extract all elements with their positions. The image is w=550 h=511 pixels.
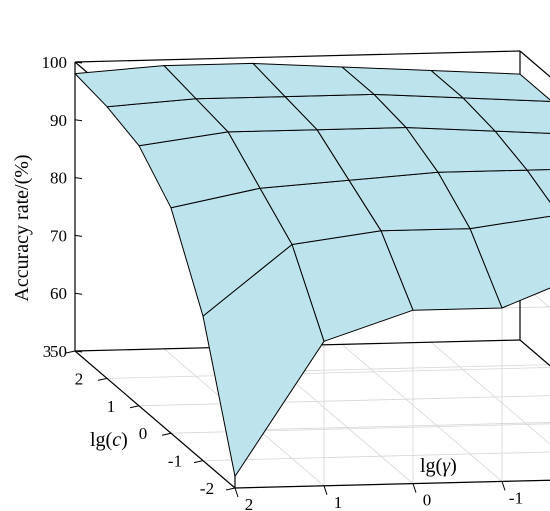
c-axis-label-var: c: [112, 429, 121, 451]
c-axis-label-suffix: ): [121, 429, 128, 451]
z-tick-label: 70: [50, 226, 67, 245]
box-edge: [234, 479, 550, 489]
grid-line: [341, 344, 503, 482]
box-edge: [74, 350, 236, 489]
gamma-tick: [323, 485, 328, 495]
grid-line: [234, 422, 550, 431]
c-tick-label: -2: [200, 479, 214, 498]
surface: [74, 62, 550, 477]
gamma-tick: [501, 481, 506, 491]
grid-line: [430, 341, 550, 445]
c-tick-label: 3: [43, 342, 52, 361]
gamma-tick-label: 2: [245, 495, 254, 511]
c-axis-label-prefix: lg(: [90, 429, 113, 451]
c-tick-label: 2: [75, 369, 84, 388]
box-edge: [74, 50, 521, 63]
z-axis-label: Accuracy rate/(%): [11, 154, 33, 301]
z-tick: [74, 350, 83, 353]
c-tick-label: 1: [107, 397, 116, 416]
gamma-tick-label: -1: [509, 488, 523, 507]
z-tick: [74, 61, 83, 64]
grid-line: [106, 367, 550, 379]
gamma-tick: [234, 487, 239, 498]
z-tick: [74, 119, 83, 122]
surface-face: [74, 65, 197, 108]
c-tick: [161, 432, 172, 436]
c-tick: [225, 487, 236, 491]
c-tick-label: 0: [139, 424, 148, 443]
grid-line: [519, 281, 550, 309]
gamma-axis-label-suffix: ): [450, 455, 457, 477]
gamma-tick-label: 0: [423, 491, 432, 510]
c-tick: [129, 405, 140, 409]
z-tick: [74, 292, 83, 295]
z-tick-label: 90: [50, 111, 67, 130]
box-edge: [519, 50, 550, 78]
grid-line: [519, 339, 550, 367]
gamma-tick-label: 1: [334, 493, 343, 511]
z-tick: [74, 177, 83, 180]
gamma-axis-label-prefix: lg(: [420, 455, 443, 477]
c-tick: [97, 377, 108, 381]
gamma-axis-label-var: γ: [442, 455, 451, 477]
z-tick: [74, 234, 83, 237]
grid-line: [138, 395, 550, 407]
z-tick-label: 50: [50, 342, 67, 361]
grid-line: [234, 364, 550, 373]
c-tick-label: -1: [168, 452, 182, 471]
c-tick: [65, 350, 76, 354]
gamma-tick: [412, 483, 417, 493]
z-tick-label: 60: [50, 284, 67, 303]
box-edge: [519, 339, 550, 367]
c-tick: [193, 460, 204, 464]
c-axis-label: lg(c): [90, 429, 128, 451]
grid-line: [519, 339, 550, 367]
z-tick-label: 80: [50, 169, 67, 188]
grid-line: [202, 451, 550, 461]
z-tick-label: 100: [42, 53, 68, 72]
gamma-axis-label: lg(γ): [420, 455, 457, 477]
